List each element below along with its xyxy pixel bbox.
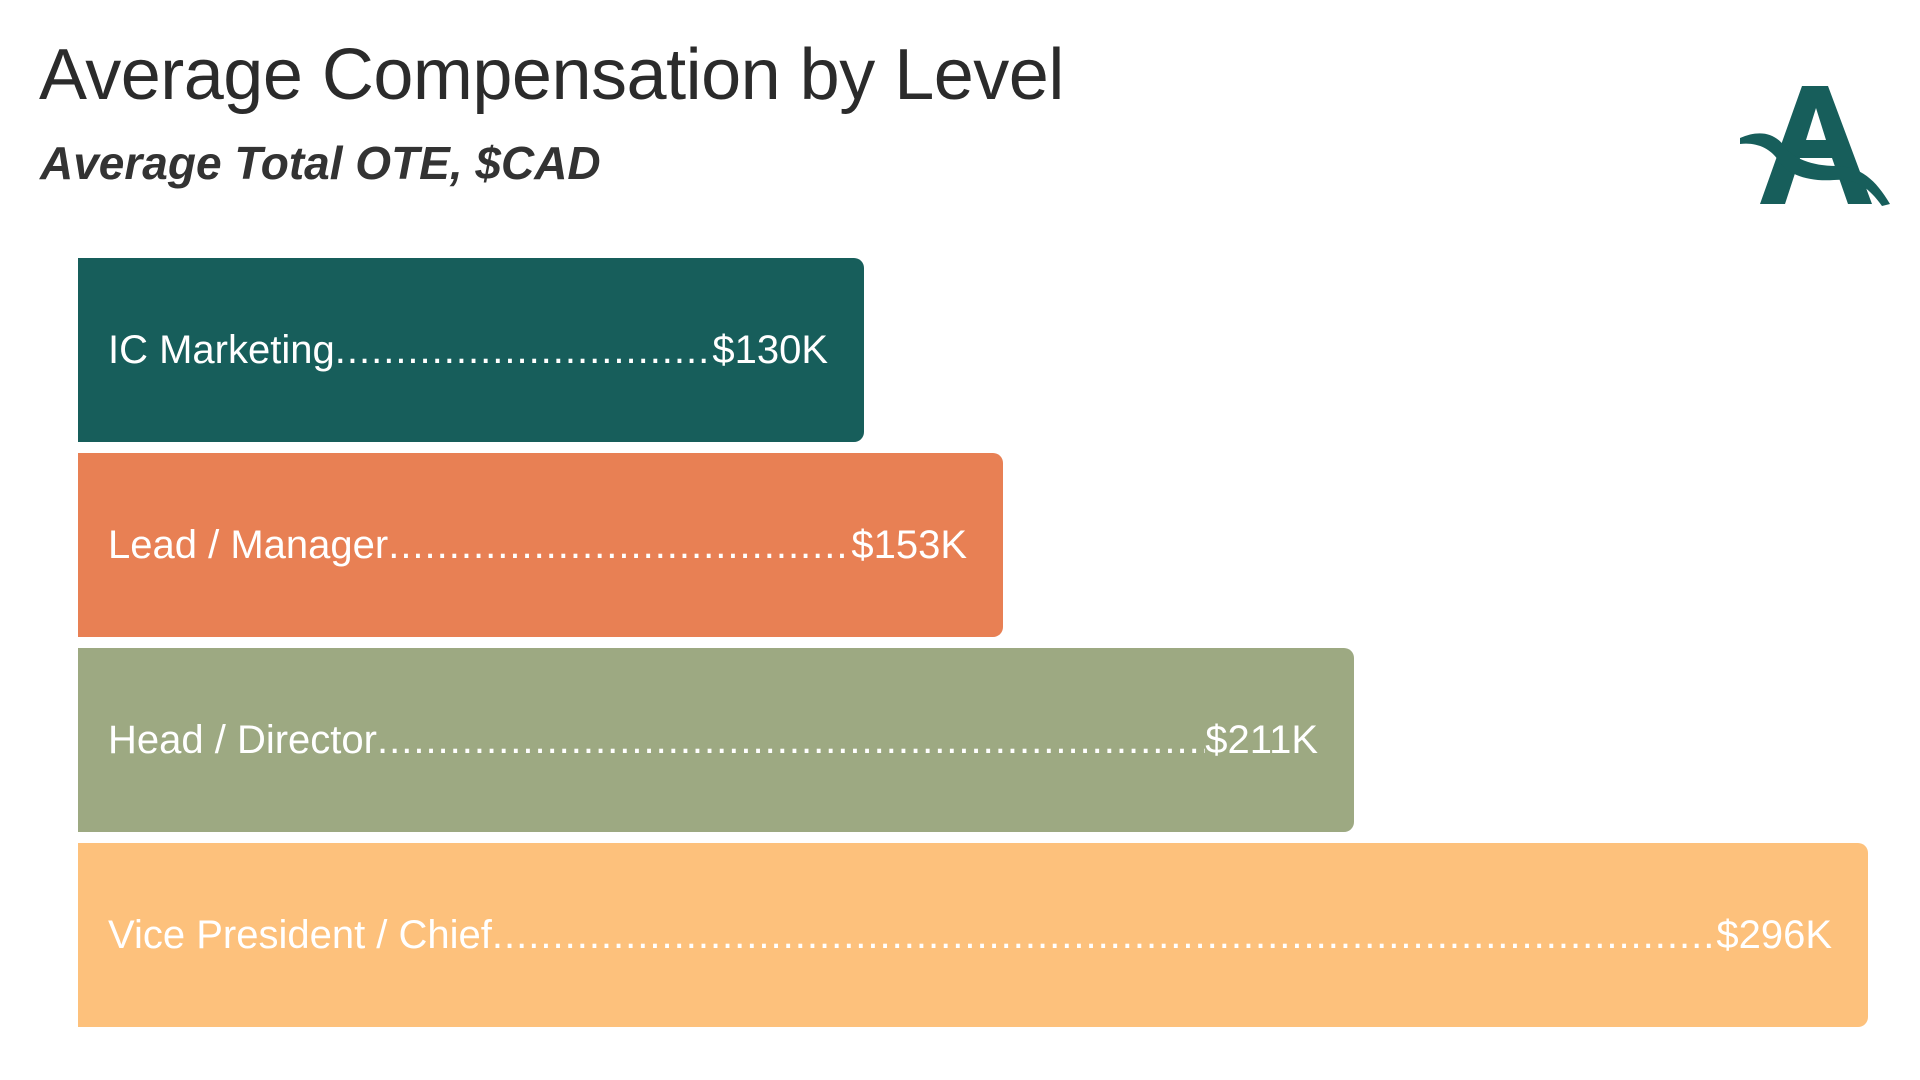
bar: Lead / Manager..........................… [78,453,1003,637]
bar-value-label: $211K [1205,717,1318,762]
bar-label-row: IC Marketing............................… [78,328,864,373]
bar-value-label: $130K [712,327,828,372]
bar-label-row: Lead / Manager..........................… [78,523,1003,568]
bar-label-row: Vice President / Chief..................… [78,913,1868,958]
bar-category-label: IC Marketing [108,327,335,372]
bar-value-label: $153K [851,522,967,567]
bar-value-label: $296K [1716,912,1832,957]
chart-subtitle: Average Total OTE, $CAD [40,137,601,189]
bar-label-row: Head / Director.........................… [78,718,1354,763]
bar-chart: IC Marketing............................… [78,258,1868,1038]
bar: Vice President / Chief..................… [78,843,1868,1027]
bar: IC Marketing............................… [78,258,864,442]
stylized-letter-a-logo-icon [1740,86,1890,206]
bar-category-label: Head / Director [108,717,377,762]
dot-leader: ........................................… [376,717,1205,762]
bar-category-label: Lead / Manager [108,522,389,567]
dot-leader: ........................................… [491,912,1716,957]
bar: Head / Director.........................… [78,648,1354,832]
bar-category-label: Vice President / Chief [108,912,492,957]
chart-title: Average Compensation by Level [39,35,1064,115]
dot-leader: ........................................… [388,522,851,567]
dot-leader: ........................................… [334,327,713,372]
